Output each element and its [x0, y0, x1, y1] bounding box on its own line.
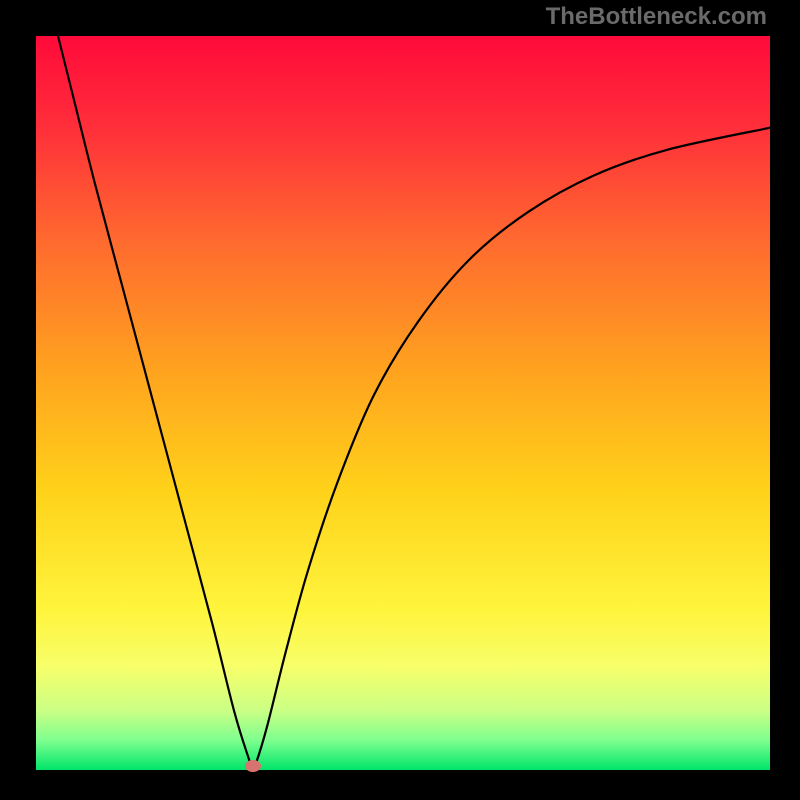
plot-area: [36, 36, 770, 770]
bottleneck-curve: [58, 36, 770, 769]
curve-svg: [36, 36, 770, 770]
chart-container: TheBottleneck.com: [0, 0, 800, 800]
min-point-marker: [245, 760, 261, 772]
watermark-text: TheBottleneck.com: [546, 3, 767, 31]
